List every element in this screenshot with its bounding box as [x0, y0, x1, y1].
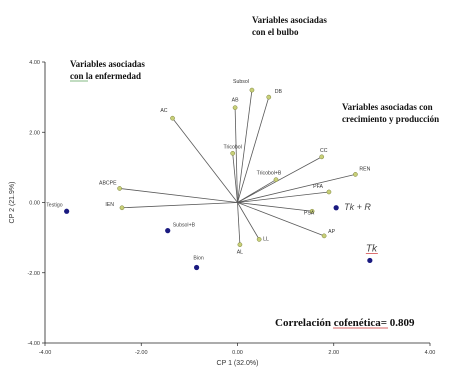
annotation-bulbo-line: Variables asociadas	[252, 15, 327, 25]
vector-tip-db	[266, 94, 272, 100]
vector-tip-subsol	[249, 87, 255, 93]
vector-tip-pfa	[326, 189, 332, 195]
x-tick-label: -2.00	[135, 350, 148, 356]
vector-abcpe	[119, 188, 238, 203]
vector-tip-cc	[319, 154, 325, 160]
vector-db	[237, 97, 270, 203]
vector-subsol	[237, 90, 253, 203]
vector-label-psa: PSA	[304, 210, 315, 216]
point-tk-r	[333, 205, 339, 211]
vector-label-ll: LL	[263, 236, 269, 242]
annotation-crecimiento-line: Variables asociadas con	[342, 102, 433, 112]
y-axis-label: CP 2 (21.9%)	[9, 182, 16, 224]
x-tick-label: -4.00	[39, 350, 52, 356]
vector-label-abcpe: ABCPE	[99, 180, 117, 186]
vector-tip-ll	[256, 237, 262, 242]
x-tick-label: 4.00	[425, 350, 436, 356]
annotation-layer: Variables asociadas con el bulbo Variables…	[70, 15, 439, 329]
vector-tip-tricobol-b	[273, 177, 279, 183]
x-tick-label: 2.00	[328, 350, 339, 356]
annotation-enfermedad-line: Variables asociadas	[70, 59, 145, 69]
vector-psa	[237, 202, 313, 212]
point-bion	[193, 264, 200, 271]
x-axis-label: CP 1 (32.0%)	[217, 360, 259, 367]
point-label-testigo: Testigo	[46, 202, 63, 208]
vector-tricobol	[232, 153, 238, 203]
correlation-label: Correlación cofenética= 0.809	[275, 317, 415, 329]
point-testigo	[64, 208, 70, 214]
point-label-tk-r: Tk + R	[344, 202, 371, 212]
y-tick-label: 2.00	[29, 130, 40, 136]
y-tick-label: -2.00	[27, 271, 40, 277]
point-tk	[367, 257, 373, 264]
vector-pfa	[237, 191, 329, 203]
vector-ll	[237, 202, 260, 240]
y-tick-label: 0.00	[29, 201, 40, 207]
vector-label-tricobol: Tricobol	[224, 144, 242, 150]
vector-tip-tricobol	[230, 150, 236, 156]
vector-tip-ap	[321, 233, 327, 239]
vector-ab	[234, 107, 238, 203]
vector-tip-al	[237, 242, 243, 247]
vector-layer: Subsol DB AB AC Tricobol CC REN Tricobol+B PFA PS…	[99, 79, 371, 256]
vector-tip-ien	[119, 205, 125, 211]
point-label-tk: Tk	[366, 243, 378, 254]
annotation-bulbo-line: con el bulbo	[252, 27, 299, 37]
vector-label-db: DB	[275, 89, 283, 95]
vector-label-pfa: PFA	[313, 184, 323, 190]
y-tick-label: 4.00	[29, 60, 40, 66]
vector-tip-ac	[170, 115, 175, 121]
vector-label-al: AL	[237, 250, 243, 256]
vector-tip-ren	[353, 172, 358, 177]
axes: -4.00 -2.00 0.00 2.00 4.00 -4.00 -2.00 0.00 2.00…	[9, 60, 435, 367]
vector-label-cc: CC	[320, 148, 328, 154]
annotation-crecimiento-line: crecimiento y producción	[342, 114, 439, 124]
vector-tricobol-b	[237, 179, 277, 203]
point-subsol-b	[165, 228, 171, 234]
vector-tip-abcpe	[117, 186, 122, 191]
vector-label-subsol: Subsol	[233, 79, 249, 85]
y-tick-label: -4.00	[27, 341, 40, 347]
vector-tip-psa	[309, 208, 315, 214]
vector-ap	[237, 202, 325, 237]
vector-label-ap: AP	[328, 229, 335, 235]
vector-al	[237, 202, 241, 245]
vector-label-ren: REN	[359, 166, 370, 172]
vector-cc	[237, 156, 322, 203]
vector-tip-ab	[232, 105, 238, 111]
x-tick-label: 0.00	[232, 350, 243, 356]
vector-ac	[172, 117, 238, 203]
vector-label-ab: AB	[232, 98, 239, 104]
vector-label-ien: IEN	[105, 202, 114, 208]
point-layer: Testigo Subsol+B Bion Tk + R Tk	[46, 202, 378, 271]
point-label-subsol-b: Subsol+B	[173, 223, 196, 229]
vector-ien	[121, 202, 238, 209]
annotation-enfermedad-line: con la enfermedad	[70, 71, 141, 81]
point-label-bion: Bion	[193, 255, 203, 261]
vector-ren	[237, 174, 356, 203]
vector-label-tricobol-b: Tricobol+B	[257, 171, 282, 177]
vector-label-ac: AC	[160, 108, 167, 114]
